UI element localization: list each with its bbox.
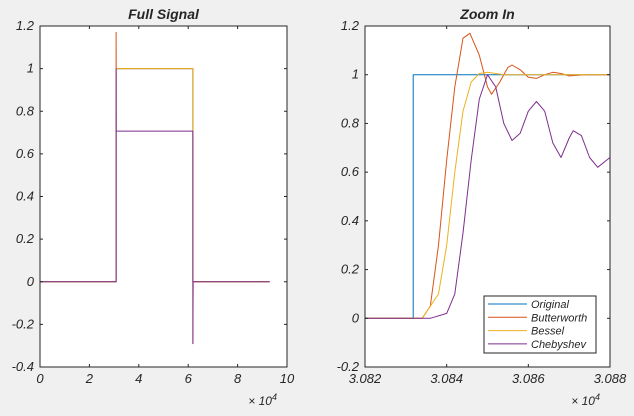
y-tick-label: 1.2: [16, 18, 35, 33]
y-tick-label: 1: [352, 67, 359, 82]
x-exponent-label: × 104: [248, 392, 277, 408]
legend-label-butterworth: Butterworth: [531, 312, 587, 324]
y-tick-label: 0.2: [16, 231, 35, 246]
x-exponent-label: × 104: [571, 392, 600, 408]
x-tick-label: 3.084: [430, 371, 463, 386]
axes-box: [364, 25, 611, 368]
y-tick-label: -0.4: [12, 359, 34, 374]
x-tick-label: 0: [36, 371, 44, 386]
y-tick-label: 0.8: [341, 115, 360, 130]
x-tick-label: 3.082: [349, 371, 382, 386]
y-tick-label: 0.4: [341, 213, 359, 228]
x-tick-label: 10: [280, 371, 295, 386]
series-line-chebyshev: [365, 74, 610, 319]
x-tick-label: 8: [234, 371, 242, 386]
y-tick-label: 0.8: [16, 103, 35, 118]
y-tick-label: 0.6: [341, 164, 360, 179]
x-tick-label: 6: [185, 371, 193, 386]
series-group: [365, 32, 610, 319]
x-tick-label: 3.088: [594, 371, 627, 386]
axes-full-signal: 0 2 4 6 8 10 -0.4 -0.2 0 0.2 0.4 0.6 0.8 1 1.2 Full Sig…: [12, 6, 295, 408]
exponent: 4: [272, 392, 277, 402]
legend-label-bessel: Bessel: [531, 326, 565, 338]
y-tick-label: 1.2: [341, 18, 360, 33]
y-tick-label: 0.6: [16, 146, 35, 161]
y-tick-label: 1: [27, 61, 34, 76]
legend-label-original: Original: [531, 299, 569, 311]
y-tick-label: -0.2: [337, 359, 360, 374]
chart-title: Full Signal: [128, 6, 200, 22]
series-line-butterworth: [365, 32, 610, 319]
legend-label-chebyshev: Chebyshev: [531, 339, 588, 351]
plot-area: [40, 26, 287, 367]
y-tick-label: 0.2: [341, 262, 360, 277]
series-group: [40, 31, 270, 345]
x-tick-label: 2: [85, 371, 94, 386]
series-line-chebyshev: [40, 68, 270, 345]
y-tick-label: 0: [27, 274, 35, 289]
x-tick-label: 4: [135, 371, 142, 386]
x-tick-label: 3.086: [512, 371, 545, 386]
axes-zoom-in: 3.082 3.084 3.086 3.088 -0.2 0 0.2 0.4 0.6 0.8 1 1.…: [337, 6, 627, 408]
y-tick-label: 0.4: [16, 189, 34, 204]
y-tick-label: -0.2: [12, 316, 35, 331]
series-line-bessel: [365, 71, 610, 319]
exponent: 4: [595, 392, 600, 402]
chart-title: Zoom In: [459, 6, 514, 22]
y-tick-label: 0: [352, 310, 360, 325]
